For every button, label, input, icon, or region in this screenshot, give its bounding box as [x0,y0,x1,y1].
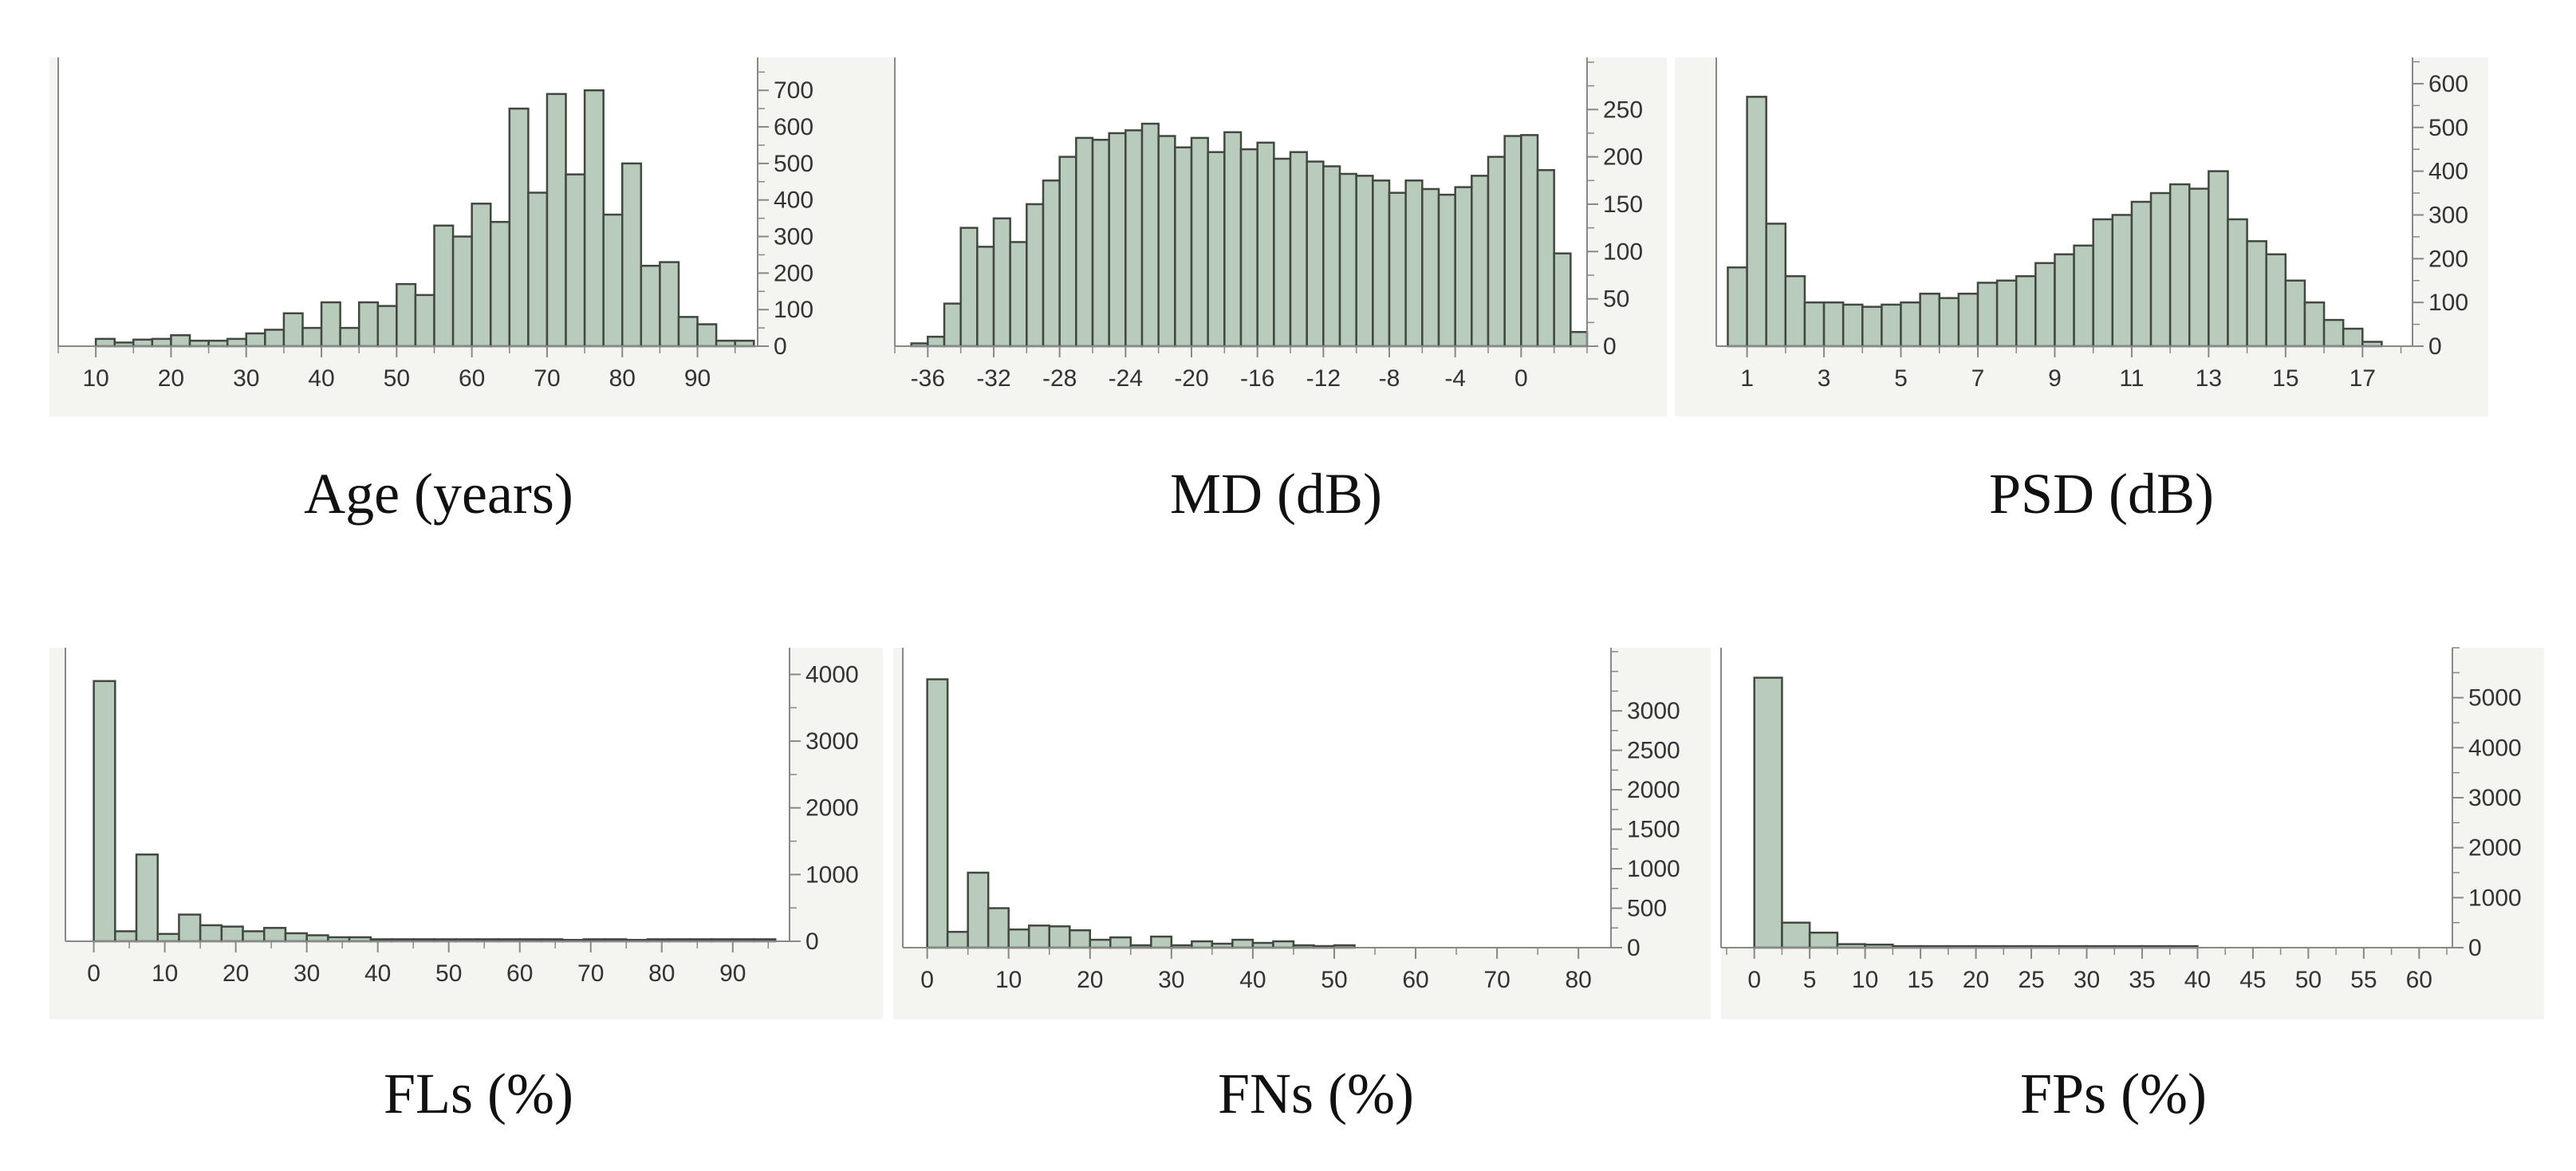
caption-psd: PSD (dB) [1988,462,2215,526]
caption-md: MD (dB) [1170,462,1382,526]
caption-fps: FPs (%) [2019,1062,2208,1126]
caption-fls: FLs (%) [384,1062,573,1126]
plot-area-fps [1721,648,2544,1019]
caption-age: Age (years) [304,462,573,526]
caption-fns: FNs (%) [1218,1062,1414,1126]
